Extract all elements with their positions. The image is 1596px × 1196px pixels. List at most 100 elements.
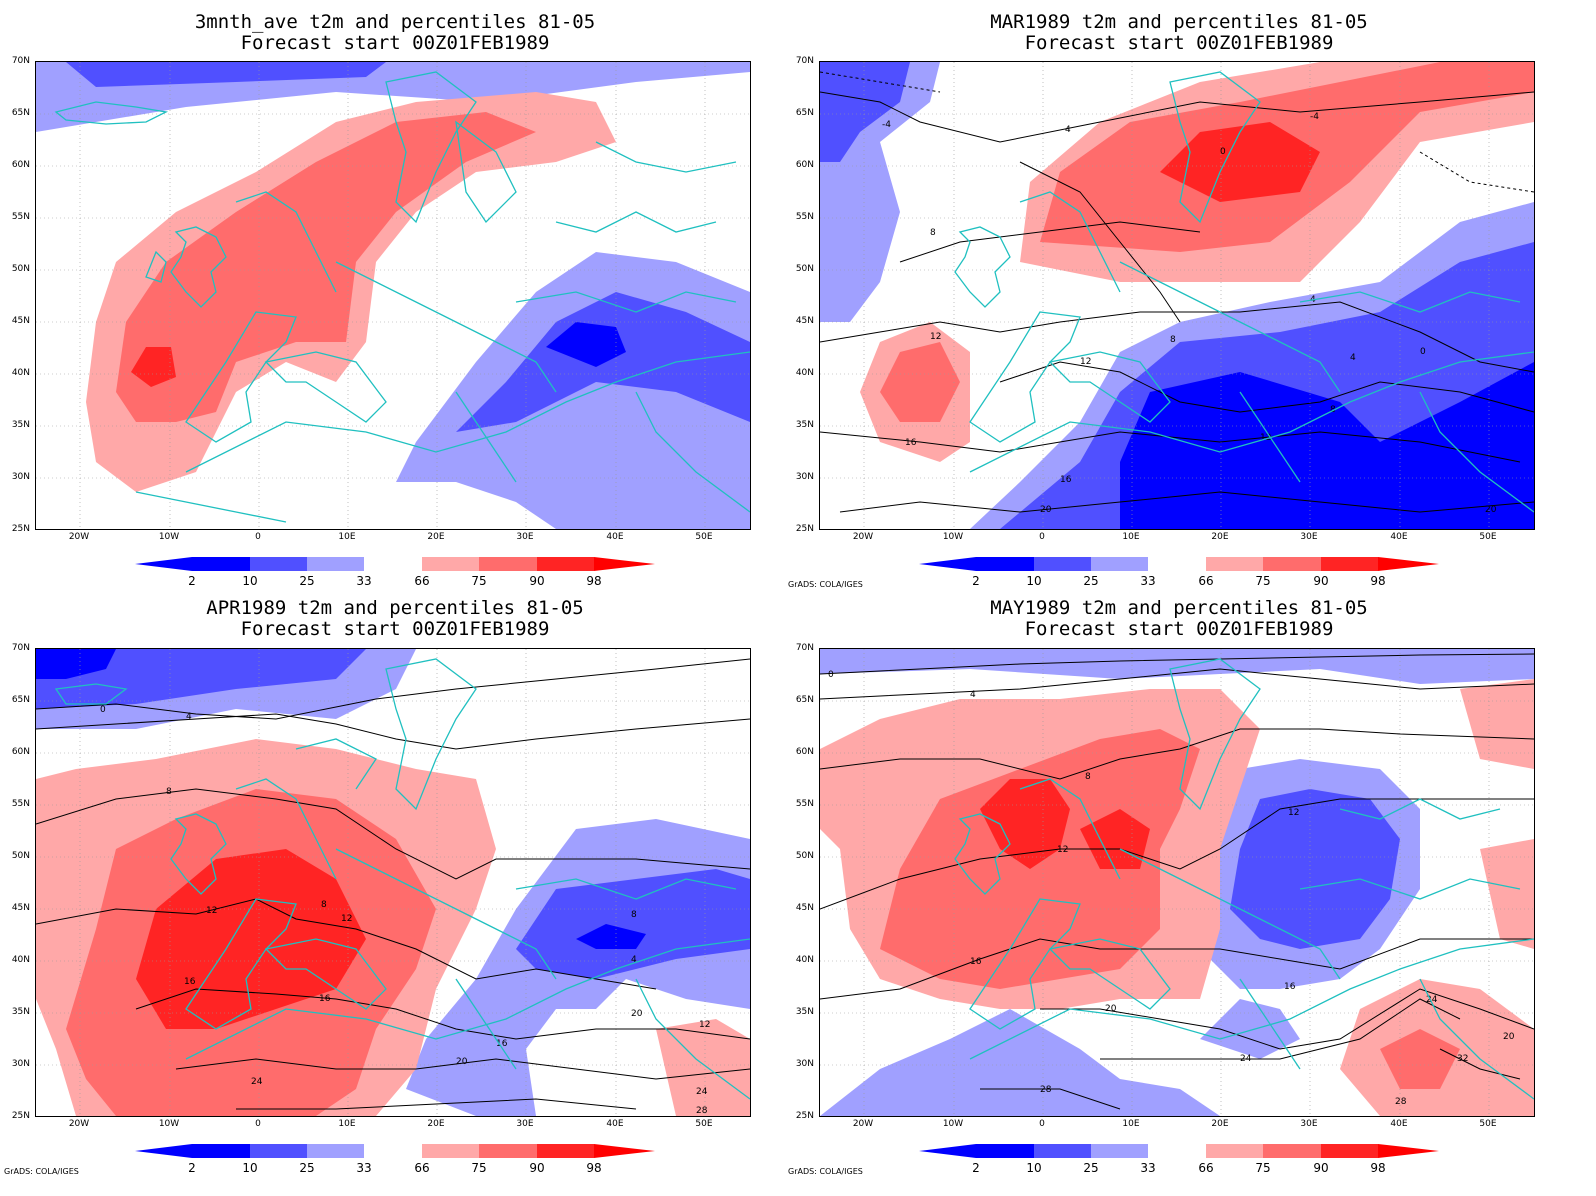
blue-mid-region <box>66 62 386 87</box>
contour-label: 12 <box>699 1020 710 1030</box>
lon-label: 50E <box>695 1119 713 1129</box>
contour-label: 16 <box>970 957 982 967</box>
map-drawing: 0 4 8 12 16 20 24 8 12 16 4 8 12 16 20 2… <box>36 649 750 1116</box>
blue-light-region-south <box>820 1009 1220 1116</box>
lat-label: 65N <box>795 108 814 118</box>
lon-label: 40E <box>1390 532 1408 542</box>
colorbar-label: 75 <box>1255 574 1271 588</box>
lon-label: 0 <box>1039 532 1045 542</box>
colorbar-label: 66 <box>414 1161 430 1175</box>
lon-label: 20E <box>1211 1119 1229 1129</box>
grads-credit: GrADS: COLA/IGES <box>788 580 863 589</box>
grads-credit: GrADS: COLA/IGES <box>788 1167 863 1176</box>
panel-3month-average: 3mnth_ave t2m and percentiles 81-05 Fore… <box>0 0 790 598</box>
lon-label: 30E <box>1300 1119 1318 1129</box>
red-dark-region <box>136 849 366 1029</box>
contour-labels: 0 4 8 12 16 20 24 28 12 16 20 24 28 32 <box>828 670 1515 1107</box>
contour-label: 4 <box>970 690 976 700</box>
colorbar-label: 33 <box>356 1161 372 1175</box>
colorbar-label: 66 <box>1198 1161 1214 1175</box>
colorbar-label: 90 <box>529 1161 545 1175</box>
lat-label: 30N <box>11 1059 30 1069</box>
lat-label: 40N <box>11 368 30 378</box>
lat-label: 65N <box>795 695 814 705</box>
lon-label: 10E <box>1122 532 1140 542</box>
contour-label: 20 <box>631 1009 643 1019</box>
colorbar-label: 2 <box>188 574 196 588</box>
lon-label: 20W <box>68 1119 90 1129</box>
colorbar <box>135 1144 655 1158</box>
colorbar-label: 75 <box>1255 1161 1271 1175</box>
contour-labels: -4 0 4 8 12 16 20 -4 4 8 12 0 4 8 12 16 … <box>882 112 1497 515</box>
coastlines <box>954 658 1534 1100</box>
lat-label: 55N <box>11 799 30 809</box>
lat-label: 45N <box>11 316 30 326</box>
lon-label: 10W <box>158 532 180 542</box>
colorbar-label: 66 <box>414 574 430 588</box>
colorbar-label: 25 <box>299 574 315 588</box>
lon-label: 30E <box>1300 532 1318 542</box>
lon-label: 0 <box>1039 1119 1045 1129</box>
red-dark-region-north <box>1160 122 1320 202</box>
colorbar-label: 98 <box>1370 1161 1386 1175</box>
contour-label: 20 <box>456 1057 468 1067</box>
contour-label: 16 <box>1284 982 1296 992</box>
contour-label: 28 <box>1040 1085 1052 1095</box>
lon-label: 50E <box>1479 1119 1497 1129</box>
contour-label: 24 <box>251 1077 263 1087</box>
contour-label: -4 <box>882 120 891 130</box>
contour-label: 0 <box>828 670 834 680</box>
contour-label: 16 <box>319 994 331 1004</box>
red-mid-region-atlantic <box>880 342 960 422</box>
lat-label: 25N <box>11 524 30 534</box>
colorbar-label: 75 <box>471 1161 487 1175</box>
colorbar-label: 90 <box>529 574 545 588</box>
contours-negative <box>820 71 1534 193</box>
red-dark-region-2 <box>1080 809 1150 869</box>
colorbar-label: 98 <box>1370 574 1386 588</box>
panel-title-line2: Forecast start 00Z01FEB1989 <box>1024 618 1334 640</box>
lat-label: 35N <box>795 1007 814 1017</box>
lon-label: 40E <box>606 1119 624 1129</box>
contours <box>36 658 750 1110</box>
grads-credit: GrADS: COLA/IGES <box>4 1167 79 1176</box>
contour-label: 20 <box>1485 505 1497 515</box>
map-drawing <box>36 62 750 529</box>
colorbar-label: 2 <box>972 1161 980 1175</box>
colorbar-label: 98 <box>586 574 602 588</box>
colorbar-label: 25 <box>1083 574 1099 588</box>
lat-label: 55N <box>795 799 814 809</box>
contour-label: 20 <box>1503 1032 1515 1042</box>
panel-title-line2: Forecast start 00Z01FEB1989 <box>240 618 550 640</box>
contour-labels: 0 4 8 12 16 20 24 8 12 16 4 8 12 16 20 2… <box>100 705 710 1116</box>
contour-label: 16 <box>184 977 196 987</box>
lat-label: 40N <box>795 955 814 965</box>
colorbar-label: 2 <box>188 1161 196 1175</box>
graticule <box>36 62 750 529</box>
red-light-region-e <box>1480 839 1534 949</box>
lat-label: 30N <box>11 472 30 482</box>
blue-dark-region-north <box>36 649 116 679</box>
panel-may1989: MAY1989 t2m and percentiles 81-05 Foreca… <box>784 596 1574 1196</box>
lat-label: 60N <box>795 747 814 757</box>
panel-mar1989: MAR1989 t2m and percentiles 81-05 Foreca… <box>784 0 1574 598</box>
lat-label: 60N <box>795 160 814 170</box>
lon-label: 40E <box>606 532 624 542</box>
contour-label: 0 <box>1220 147 1226 157</box>
lat-label: 25N <box>11 1111 30 1121</box>
coastlines <box>954 71 1534 513</box>
contour-label: 12 <box>930 332 941 342</box>
graticule <box>36 649 750 1116</box>
panel-apr1989: APR1989 t2m and percentiles 81-05 Foreca… <box>0 596 790 1196</box>
lon-label: 30E <box>516 532 534 542</box>
lon-label: 40E <box>1390 1119 1408 1129</box>
contour-label: 8 <box>321 900 327 910</box>
contour-label: 20 <box>1105 1004 1117 1014</box>
contour-label: 8 <box>631 910 637 920</box>
lat-label: 45N <box>795 316 814 326</box>
map-drawing: 0 4 8 12 16 20 24 28 12 16 20 24 28 32 <box>820 649 1534 1116</box>
contour-label: 8 <box>1085 772 1091 782</box>
contour-label: 0 <box>100 705 106 715</box>
colorbar <box>135 557 655 571</box>
colorbar-label: 33 <box>356 574 372 588</box>
